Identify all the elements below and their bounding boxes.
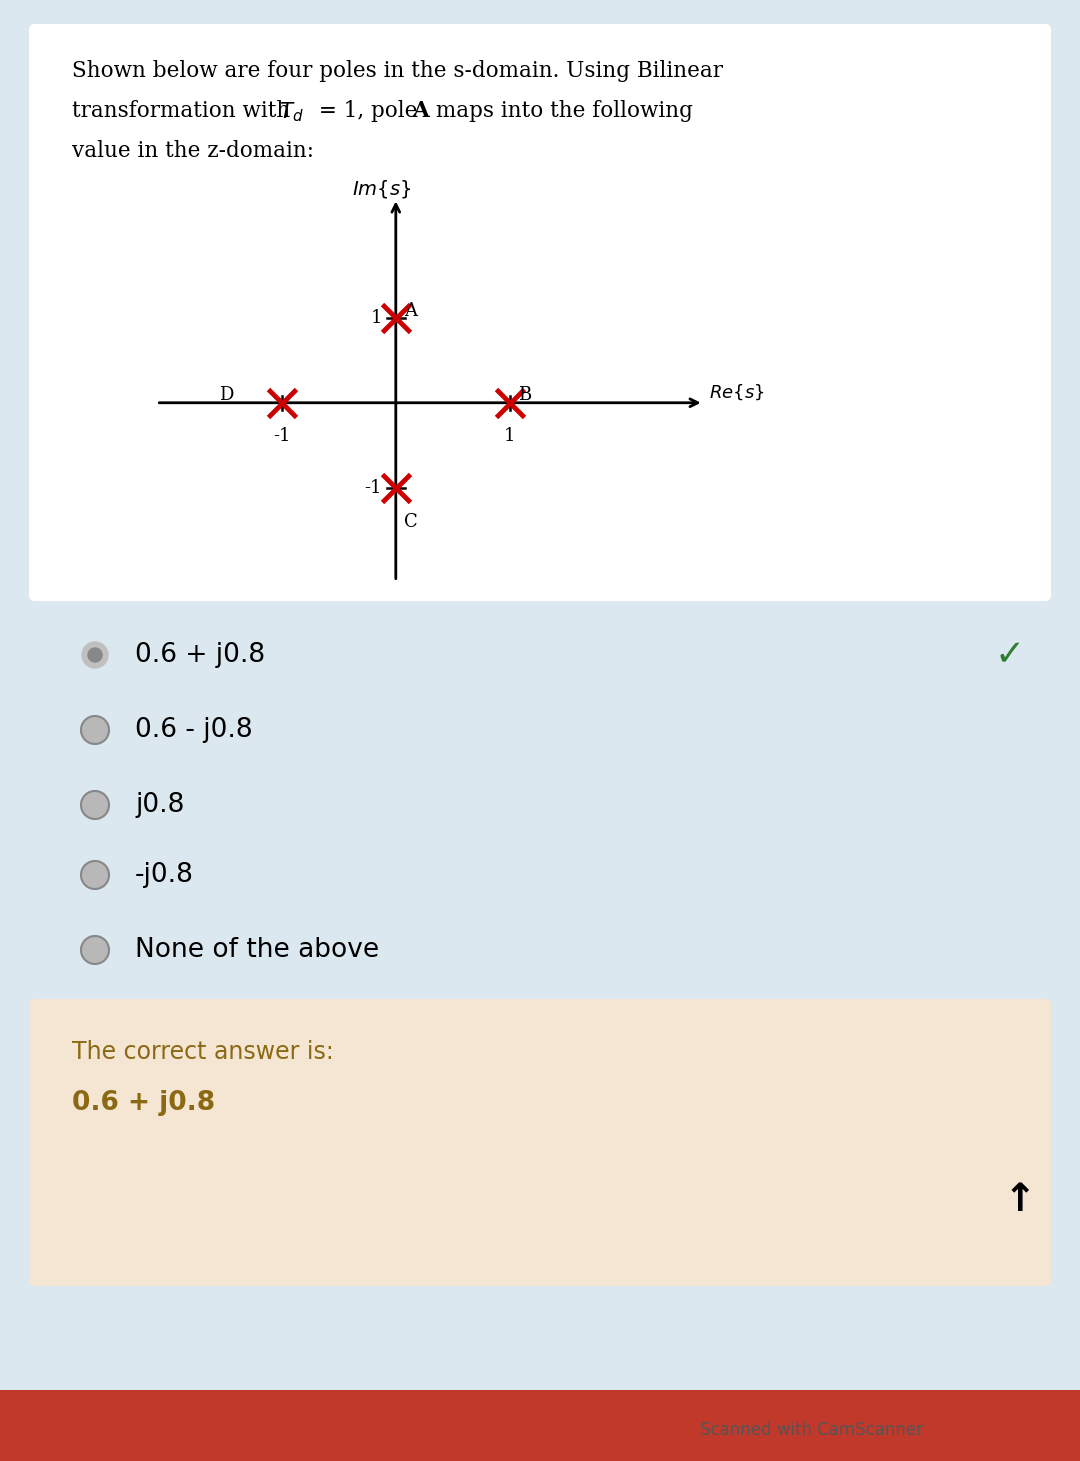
Text: D: D xyxy=(219,386,233,403)
Circle shape xyxy=(81,716,109,744)
Circle shape xyxy=(82,641,108,668)
Text: $\mathit{Re\{s\}}$: $\mathit{Re\{s\}}$ xyxy=(710,383,765,402)
Circle shape xyxy=(81,861,109,888)
Text: Shown below are four poles in the s-domain. Using Bilinear: Shown below are four poles in the s-doma… xyxy=(72,60,723,82)
Text: $T_d$: $T_d$ xyxy=(279,99,303,124)
Text: A: A xyxy=(404,302,417,320)
Circle shape xyxy=(81,937,109,964)
Text: C: C xyxy=(404,513,418,532)
Circle shape xyxy=(87,649,102,662)
Text: value in the z-domain:: value in the z-domain: xyxy=(72,140,314,162)
Text: Scanned with CamScanner: Scanned with CamScanner xyxy=(700,1422,923,1439)
Text: -1: -1 xyxy=(273,427,291,444)
Text: 0.6 + j0.8: 0.6 + j0.8 xyxy=(135,641,265,668)
Text: 0.6 + j0.8: 0.6 + j0.8 xyxy=(72,1090,215,1116)
Text: ↑: ↑ xyxy=(1003,1180,1037,1218)
Text: A: A xyxy=(411,99,429,123)
Text: B: B xyxy=(517,386,531,403)
FancyBboxPatch shape xyxy=(29,999,1051,1286)
Text: maps into the following: maps into the following xyxy=(429,99,693,123)
Text: 1: 1 xyxy=(370,308,382,327)
Text: -j0.8: -j0.8 xyxy=(135,862,194,888)
Text: j0.8: j0.8 xyxy=(135,792,185,818)
Text: transformation with: transformation with xyxy=(72,99,297,123)
FancyBboxPatch shape xyxy=(29,603,1051,991)
Text: ✓: ✓ xyxy=(995,638,1025,672)
Text: 0.6 - j0.8: 0.6 - j0.8 xyxy=(135,717,253,744)
Text: = 1, pole: = 1, pole xyxy=(312,99,424,123)
Text: -1: -1 xyxy=(365,479,382,497)
FancyBboxPatch shape xyxy=(29,23,1051,600)
Circle shape xyxy=(81,790,109,820)
Text: The correct answer is:: The correct answer is: xyxy=(72,1040,334,1064)
Text: 1: 1 xyxy=(504,427,515,444)
Text: $\mathit{Im\{s\}}$: $\mathit{Im\{s\}}$ xyxy=(352,178,411,200)
Text: None of the above: None of the above xyxy=(135,937,379,963)
FancyBboxPatch shape xyxy=(0,1389,1080,1461)
